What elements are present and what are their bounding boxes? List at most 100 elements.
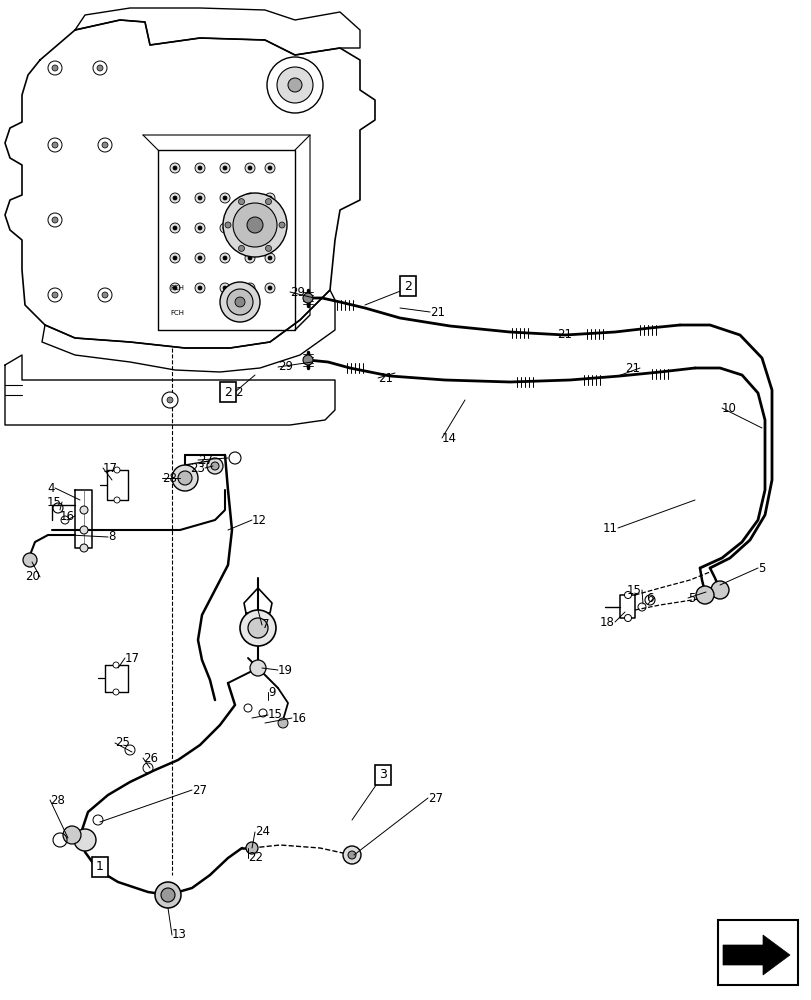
Circle shape [245, 253, 255, 263]
Text: 17: 17 [103, 462, 118, 475]
Circle shape [245, 223, 255, 233]
Circle shape [624, 614, 631, 621]
Text: 27: 27 [191, 784, 207, 796]
Circle shape [220, 282, 260, 322]
Text: 2: 2 [407, 282, 415, 294]
Circle shape [238, 245, 244, 251]
Circle shape [220, 283, 230, 293]
Circle shape [173, 286, 177, 290]
Text: 24: 24 [255, 825, 270, 838]
Text: 15: 15 [268, 708, 282, 721]
Circle shape [303, 293, 312, 303]
Text: 23: 23 [190, 462, 204, 475]
Circle shape [113, 662, 119, 668]
Circle shape [52, 65, 58, 71]
Circle shape [155, 882, 181, 908]
Circle shape [169, 223, 180, 233]
Circle shape [169, 163, 180, 173]
Circle shape [48, 288, 62, 302]
Circle shape [265, 245, 271, 251]
Text: FCH: FCH [169, 285, 184, 291]
Circle shape [268, 286, 272, 290]
Text: 2: 2 [404, 279, 411, 292]
Circle shape [195, 163, 204, 173]
Text: 12: 12 [251, 514, 267, 526]
Circle shape [98, 138, 112, 152]
Circle shape [220, 193, 230, 203]
Circle shape [102, 142, 108, 148]
Circle shape [342, 846, 361, 864]
Circle shape [234, 297, 245, 307]
Text: 27: 27 [427, 791, 443, 804]
Circle shape [48, 61, 62, 75]
Circle shape [223, 286, 227, 290]
Text: 21: 21 [556, 328, 571, 342]
Text: 5: 5 [757, 562, 765, 574]
Text: 22: 22 [247, 851, 263, 864]
Text: 21: 21 [624, 361, 639, 374]
Circle shape [162, 392, 178, 408]
Circle shape [102, 292, 108, 298]
Circle shape [223, 166, 227, 170]
Circle shape [195, 193, 204, 203]
Text: 16: 16 [60, 510, 75, 522]
Circle shape [52, 292, 58, 298]
Circle shape [195, 253, 204, 263]
Circle shape [233, 203, 277, 247]
Text: 29: 29 [290, 286, 305, 298]
Text: 18: 18 [599, 615, 614, 628]
Circle shape [113, 689, 119, 695]
Circle shape [227, 289, 253, 315]
Circle shape [238, 199, 244, 205]
Circle shape [63, 826, 81, 844]
Text: 3: 3 [379, 768, 387, 782]
Text: 28: 28 [162, 472, 177, 485]
Circle shape [97, 65, 103, 71]
Circle shape [114, 497, 120, 503]
Circle shape [48, 213, 62, 227]
Circle shape [169, 253, 180, 263]
Text: 15: 15 [626, 584, 642, 596]
Text: 9: 9 [268, 686, 275, 698]
Text: 27: 27 [198, 454, 212, 466]
Circle shape [173, 256, 177, 260]
Circle shape [220, 223, 230, 233]
Circle shape [247, 226, 251, 230]
Circle shape [264, 163, 275, 173]
FancyBboxPatch shape [717, 920, 797, 985]
Circle shape [114, 467, 120, 473]
Circle shape [225, 222, 230, 228]
Text: 10: 10 [721, 401, 736, 414]
Circle shape [98, 288, 112, 302]
Circle shape [173, 166, 177, 170]
Text: 20: 20 [25, 570, 40, 584]
Text: 2: 2 [234, 385, 242, 398]
Circle shape [80, 526, 88, 534]
Circle shape [695, 586, 713, 604]
Text: 5: 5 [687, 591, 694, 604]
Text: FCH: FCH [169, 310, 184, 316]
Circle shape [268, 226, 272, 230]
Circle shape [198, 226, 202, 230]
Text: 21: 21 [378, 371, 393, 384]
Circle shape [172, 465, 198, 491]
Circle shape [195, 283, 204, 293]
Circle shape [80, 506, 88, 514]
Circle shape [211, 462, 219, 470]
Circle shape [52, 217, 58, 223]
Text: 21: 21 [430, 306, 444, 318]
Circle shape [74, 829, 96, 851]
Circle shape [223, 226, 227, 230]
Circle shape [247, 286, 251, 290]
Text: 19: 19 [277, 664, 293, 676]
Text: 28: 28 [50, 793, 65, 806]
Circle shape [247, 256, 251, 260]
Circle shape [93, 61, 107, 75]
Text: 15: 15 [47, 495, 62, 508]
Circle shape [624, 591, 631, 598]
Circle shape [198, 286, 202, 290]
Circle shape [161, 888, 175, 902]
Circle shape [277, 718, 288, 728]
Circle shape [247, 618, 268, 638]
Circle shape [264, 193, 275, 203]
